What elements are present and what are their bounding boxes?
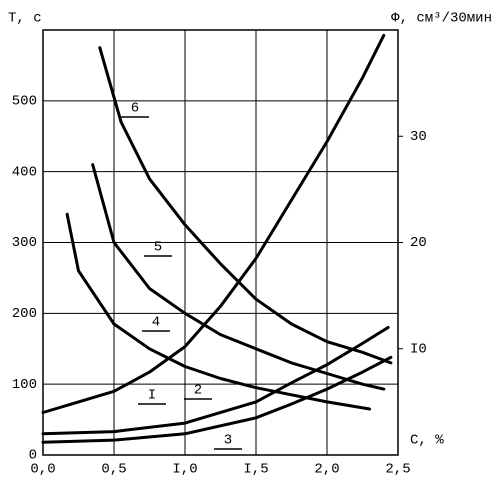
curve	[91, 163, 386, 391]
x-tick-label: 0,0	[30, 462, 55, 478]
x-tick-label: 0,5	[101, 462, 126, 478]
curve-label: 2	[194, 383, 202, 399]
x-tick-label: I,5	[243, 462, 268, 478]
curve	[98, 46, 393, 365]
curve-label: I	[148, 388, 156, 404]
curve-label: 5	[154, 240, 162, 256]
y-tick-label: 100	[12, 377, 37, 393]
x-tick-label: 2,0	[314, 462, 339, 478]
y-tick-label: 200	[12, 306, 37, 322]
y2-tick-label: I0	[410, 341, 427, 357]
curve-label: 6	[131, 101, 139, 117]
y-tick-label: 500	[12, 94, 37, 110]
curve-label: 3	[224, 433, 232, 449]
x-tick-label: I,0	[172, 462, 197, 478]
y-tick-label: 0	[29, 448, 37, 464]
y2-tick-label: 30	[410, 129, 427, 145]
curve-label: 4	[152, 315, 160, 331]
x-axis-label: C, %	[410, 433, 444, 449]
curve	[41, 33, 386, 414]
y-tick-label: 400	[12, 164, 37, 180]
y-axis-label: T, c	[8, 11, 42, 27]
y2-tick-label: 20	[410, 235, 427, 251]
y2-axis-label: Φ, см³/30мин	[391, 11, 492, 27]
curve	[41, 355, 393, 444]
y-tick-label: 300	[12, 235, 37, 251]
curve	[65, 212, 372, 411]
x-tick-label: 2,5	[385, 462, 410, 478]
